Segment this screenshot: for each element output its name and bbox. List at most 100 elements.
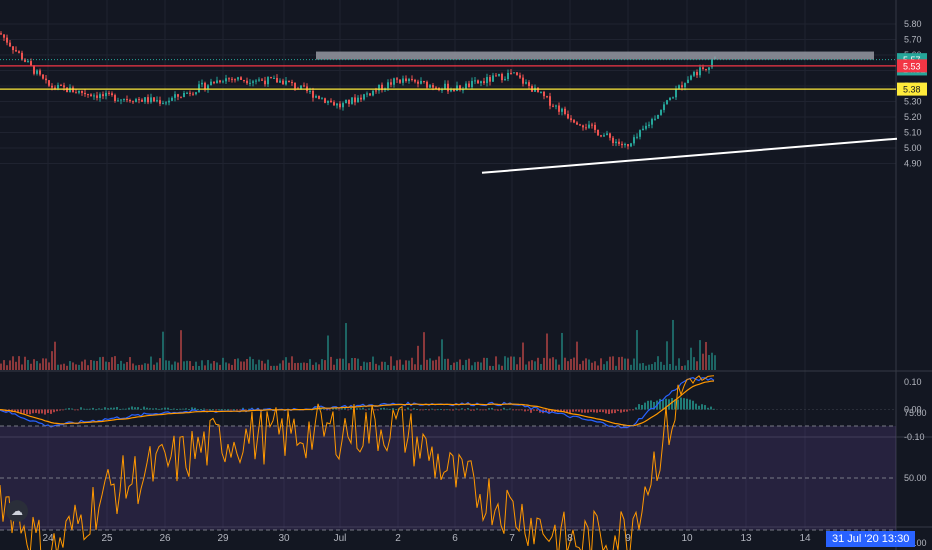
macd-histogram-bar (128, 407, 130, 410)
candle-body (135, 99, 137, 103)
candle-body (687, 79, 689, 84)
volume-bar (606, 361, 608, 370)
candle-body (162, 103, 164, 105)
candle-body (291, 81, 293, 83)
candle-body (147, 97, 149, 103)
macd-histogram-bar (158, 408, 160, 410)
candle-body (294, 82, 296, 89)
price-tick-label: 5.20 (904, 112, 922, 122)
volume-bar (357, 358, 359, 370)
volume-bar (57, 364, 59, 370)
volume-bar (549, 358, 551, 370)
candle-body (420, 80, 422, 84)
macd-histogram-bar (56, 409, 58, 412)
volume-bar (486, 357, 488, 370)
volume-bar (15, 361, 17, 370)
volume-bar (216, 362, 218, 370)
candle-body (312, 90, 314, 98)
candle-body (288, 80, 290, 82)
macd-line (0, 377, 715, 429)
macd-histogram-bar (329, 409, 331, 411)
volume-bar (492, 365, 494, 370)
volume-bar (222, 357, 224, 370)
macd-histogram-bar (419, 409, 421, 411)
macd-histogram-bar (65, 408, 67, 410)
candle-body (204, 82, 206, 90)
candle-body (213, 81, 215, 84)
macd-histogram-bar (683, 398, 685, 410)
volume-bar (396, 360, 398, 370)
macd-histogram-bar (194, 407, 196, 410)
volume-bar (597, 365, 599, 370)
volume-bar (657, 356, 659, 370)
volume-bar (153, 364, 155, 370)
volume-bar (282, 360, 284, 370)
candle-body (456, 85, 458, 92)
candle-body (243, 79, 245, 81)
candle-body (0, 33, 2, 35)
volume-bar (237, 358, 239, 370)
candle-body (552, 105, 554, 107)
candle-body (378, 84, 380, 91)
tradingview-logo-icon[interactable]: ☁ (6, 500, 28, 522)
macd-histogram-bar (710, 406, 712, 410)
macd-histogram-bar (17, 409, 19, 414)
candle-body (309, 90, 311, 92)
volume-bar (378, 365, 380, 370)
macd-histogram-bar (497, 409, 499, 411)
time-tick-label: 26 (159, 533, 171, 544)
candle-body (630, 143, 632, 147)
volume-bar (510, 356, 512, 370)
volume-bar (102, 356, 104, 370)
candle-body (486, 77, 488, 84)
candle-body (636, 136, 638, 138)
macd-histogram-bar (182, 408, 184, 410)
volume-bar (561, 332, 563, 370)
candle-body (210, 81, 212, 86)
volume-bar (273, 365, 275, 370)
macd-histogram-bar (512, 409, 514, 411)
volume-bar (120, 360, 122, 370)
macd-histogram-bar (521, 409, 523, 411)
macd-histogram-bar (239, 409, 241, 411)
candle-body (582, 125, 584, 128)
macd-histogram-bar (422, 409, 424, 411)
macd-histogram-bar (170, 409, 172, 411)
volume-bar (267, 359, 269, 370)
volume-bar (81, 361, 83, 370)
candle-body (615, 141, 617, 144)
macd-histogram-bar (86, 408, 88, 410)
candle-body (684, 83, 686, 88)
volume-bar (432, 360, 434, 370)
volume-bar (705, 341, 707, 370)
macd-histogram-bar (95, 409, 97, 411)
macd-histogram-bar (680, 397, 682, 410)
candle-body (681, 85, 683, 88)
macd-histogram-bar (218, 409, 220, 411)
volume-bar (627, 358, 629, 370)
volume-bar (381, 361, 383, 370)
macd-histogram-bar (500, 409, 502, 411)
candle-body (60, 84, 62, 86)
candle-body (369, 93, 371, 96)
volume-bar (681, 365, 683, 370)
volume-bar (330, 356, 332, 370)
volume-bar (582, 360, 584, 370)
candle-body (24, 59, 26, 62)
candle-body (648, 124, 650, 126)
volume-bar (138, 364, 140, 370)
volume-bar (645, 365, 647, 370)
volume-bar (249, 356, 251, 370)
macd-histogram-bar (167, 407, 169, 410)
candle-body (525, 82, 527, 84)
macd-histogram-bar (146, 407, 148, 410)
volume-bar (147, 363, 149, 370)
macd-histogram-bar (35, 409, 37, 413)
macd-histogram-bar (455, 408, 457, 410)
candle-body (12, 46, 14, 51)
macd-histogram-bar (236, 409, 238, 411)
candle-body (72, 87, 74, 93)
macd-histogram-bar (467, 408, 469, 410)
candle-body (240, 77, 242, 80)
